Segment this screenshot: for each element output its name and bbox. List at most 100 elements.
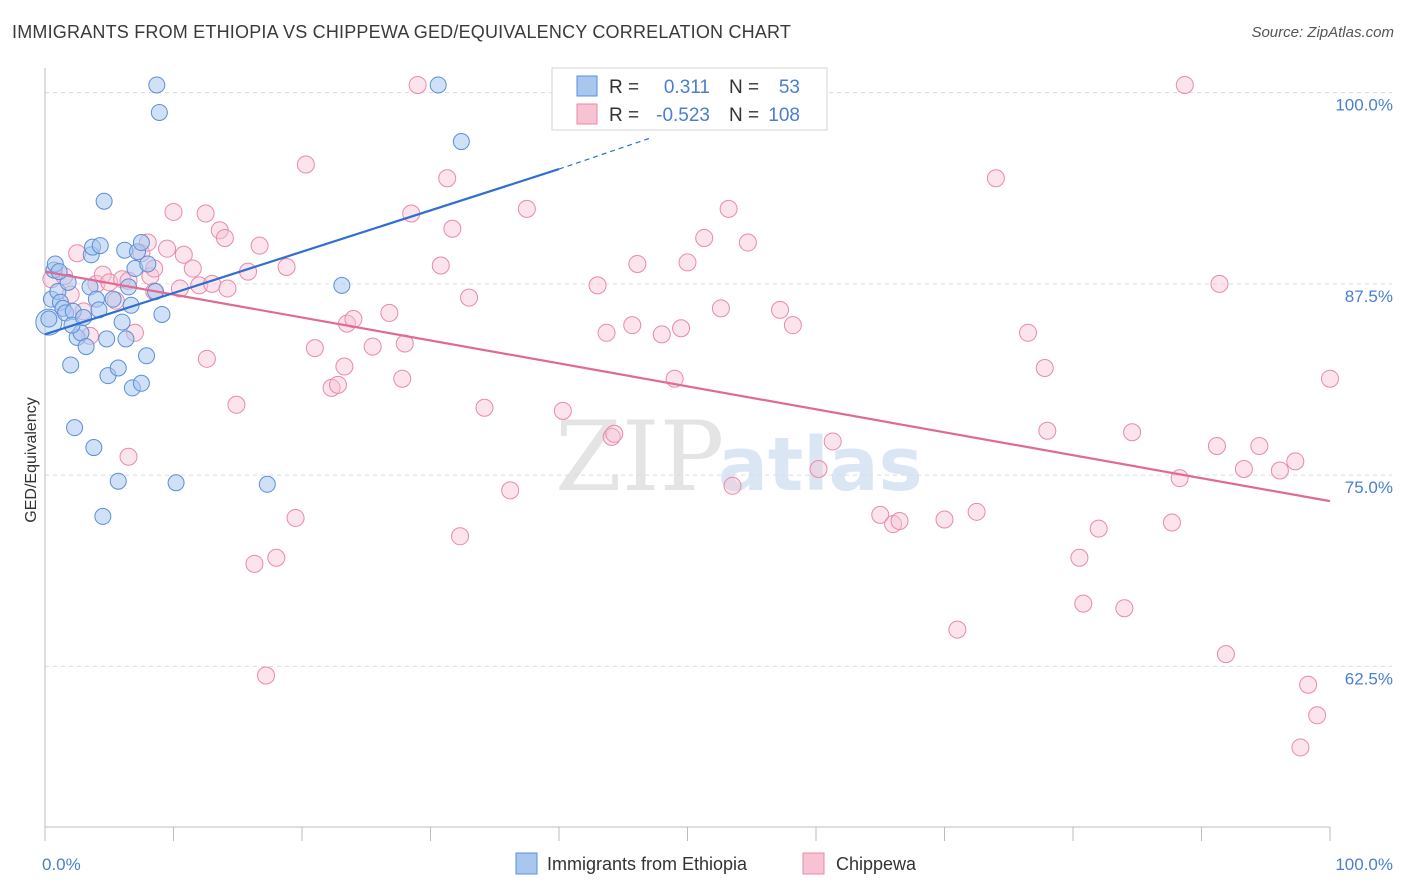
chart-title: IMMIGRANTS FROM ETHIOPIA VS CHIPPEWA GED…	[12, 22, 792, 42]
ethiopia-point	[333, 276, 351, 294]
ethiopia-point	[77, 338, 95, 356]
ethiopia-point	[150, 103, 168, 121]
axes	[44, 68, 1331, 841]
chippewa-point	[1175, 75, 1194, 94]
chippewa-stat-swatch	[576, 103, 598, 125]
chippewa-point	[719, 199, 738, 218]
chippewa-point	[408, 75, 427, 94]
chippewa-point	[1250, 437, 1269, 456]
chippewa-point	[380, 303, 399, 322]
chippewa-point	[218, 279, 237, 298]
chippewa-point	[809, 459, 828, 478]
ethiopia-point	[139, 255, 157, 273]
chippewa-point	[475, 398, 494, 417]
chippewa-point	[602, 427, 621, 446]
ethiopia-point	[50, 263, 68, 281]
y-tick-label: 100.0%	[1335, 96, 1393, 115]
chippewa-point	[605, 424, 624, 443]
ethiopia-point	[138, 347, 156, 365]
ethiopia-point	[258, 475, 276, 493]
chippewa-point	[1089, 519, 1108, 538]
chippewa-point	[1321, 369, 1339, 388]
ethiopia-r-label: R =	[609, 77, 639, 98]
y-tick-label: 62.5%	[1345, 669, 1393, 688]
chippewa-point	[890, 512, 909, 530]
x-tick-label: 0.0%	[42, 855, 81, 874]
chippewa-point	[738, 233, 757, 252]
ethiopia-point	[94, 507, 112, 525]
chippewa-point	[245, 554, 264, 573]
chippewa-point	[623, 316, 642, 335]
chippewa-point	[215, 228, 234, 247]
x-tick-labels: 0.0% 100.0%	[42, 855, 1393, 874]
legend-label-ethiopia: Immigrants from Ethiopia	[547, 854, 748, 874]
chippewa-point	[935, 510, 954, 529]
ethiopia-point	[148, 76, 166, 94]
chippewa-point	[393, 369, 412, 388]
chippewa-point	[227, 395, 246, 414]
ethiopia-point	[452, 133, 470, 151]
chippewa-point	[1070, 548, 1089, 567]
ethiopia-point	[98, 330, 116, 348]
chippewa-point	[1207, 437, 1226, 456]
stats-legend: R = 0.311 N = 53 R = -0.523 N = 108	[551, 67, 828, 131]
chippewa-point	[1035, 359, 1054, 377]
chippewa-point	[335, 357, 354, 376]
ethiopia-point	[95, 192, 113, 210]
ethiopia-point	[113, 313, 131, 331]
chippewa-point	[678, 253, 697, 272]
chippewa-point	[501, 481, 520, 500]
chippewa-point	[967, 502, 986, 521]
chippewa-point	[1115, 599, 1134, 618]
chippewa-point	[277, 258, 296, 277]
ethiopia-point	[91, 237, 109, 255]
chippewa-n-value: 108	[768, 105, 800, 126]
ethiopia-trendline	[44, 168, 560, 336]
trendlines	[44, 137, 1331, 503]
chippewa-point	[597, 323, 616, 342]
legend-label-chippewa: Chippewa	[836, 854, 917, 874]
ethiopia-point	[132, 234, 150, 252]
y-tick-labels: 100.0% 87.5% 75.0% 62.5%	[1335, 96, 1393, 689]
chippewa-point	[119, 447, 138, 466]
ethiopia-point	[109, 359, 127, 377]
ethiopia-r-value: 0.311	[664, 77, 710, 98]
chippewa-point	[628, 254, 647, 273]
y-axis-title: GED/Equivalency	[23, 397, 40, 522]
ethiopia-point	[40, 310, 58, 328]
ethiopia-point	[109, 472, 127, 490]
chippewa-point	[93, 265, 112, 284]
chippewa-point	[250, 236, 269, 255]
ethiopia-point	[153, 305, 171, 323]
ethiopia-point	[117, 330, 135, 348]
watermark-zip: ZIP	[555, 401, 724, 513]
chippewa-point	[267, 548, 286, 567]
chippewa-point	[460, 288, 479, 307]
chippewa-point	[553, 401, 572, 420]
chippewa-point	[517, 199, 536, 218]
ethiopia-trendline-extension	[558, 137, 650, 170]
ethiopia-points	[35, 76, 470, 525]
ethiopia-point	[167, 474, 185, 492]
chippewa-point	[1019, 323, 1038, 342]
legend-swatch-chippewa	[802, 852, 825, 875]
ethiopia-point	[104, 290, 122, 308]
chippewa-point	[257, 666, 276, 685]
legend-swatch-ethiopia	[515, 852, 538, 875]
chippewa-point	[588, 276, 607, 295]
chippewa-point	[1162, 513, 1181, 532]
chippewa-point	[197, 349, 216, 368]
watermark-atlas: atlas	[718, 422, 923, 508]
chippewa-point	[783, 316, 802, 335]
chippewa-point	[871, 505, 890, 524]
ethiopia-point	[132, 374, 150, 392]
ethiopia-point	[429, 76, 447, 94]
chippewa-point	[164, 202, 183, 221]
ethiopia-point	[66, 419, 84, 437]
chippewa-point	[986, 169, 1005, 188]
chippewa-point	[431, 256, 450, 275]
chippewa-point	[771, 300, 790, 319]
chippewa-point	[196, 204, 215, 223]
chippewa-point	[1286, 452, 1305, 471]
